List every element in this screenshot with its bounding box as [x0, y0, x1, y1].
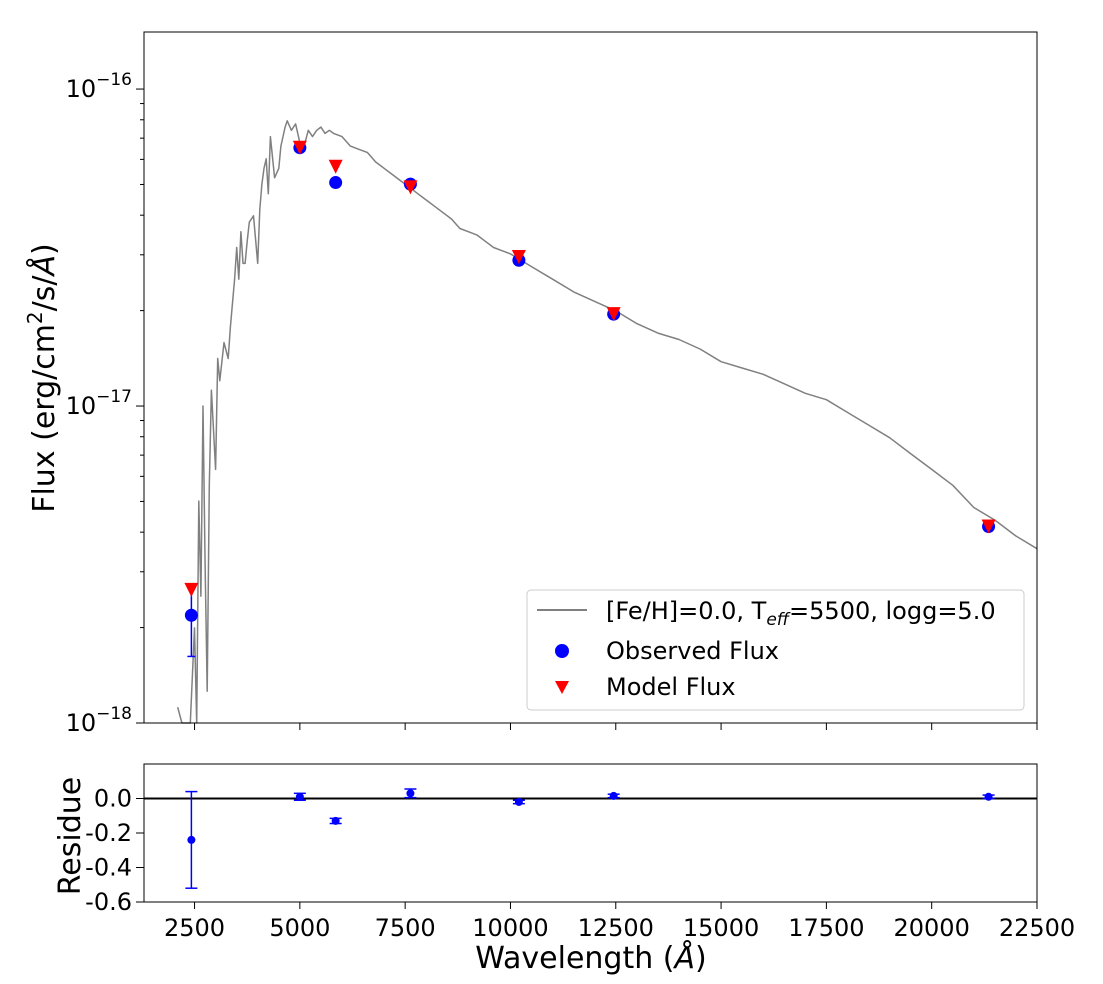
top-y-axis-title: Flux (erg/cm2/s/Å)	[23, 243, 62, 513]
top-ytick-base: 10	[66, 75, 97, 103]
bottom-xtick-label: 2500	[164, 914, 225, 942]
bottom-xtick-label: 15000	[683, 914, 759, 942]
bottom-xtick-label: 22500	[999, 914, 1075, 942]
residue-point	[514, 797, 523, 806]
model-flux-point	[328, 159, 343, 174]
legend-model-flux-label: Model Flux	[606, 673, 736, 701]
ylabel-sup: 2	[23, 311, 47, 324]
ylabel-pre: Flux (erg/cm	[27, 324, 62, 513]
bottom-xtick-label: 7500	[375, 914, 436, 942]
legend: [Fe/H]=0.0, Teff=5500, logg=5.0 Observed…	[526, 589, 1025, 711]
model-flux-point	[511, 250, 526, 265]
observed-errorbars	[187, 589, 196, 658]
model-flux-point	[292, 140, 307, 155]
bottom-ytick-label: 0.0	[94, 785, 132, 813]
top-ytick-exp: −17	[96, 387, 132, 407]
model-flux-points	[184, 140, 996, 597]
top-ytick-base: 10	[66, 392, 97, 420]
bottom-ytick-label: -0.2	[85, 819, 132, 847]
model-flux-point	[184, 582, 199, 597]
model-flux-point	[981, 519, 996, 534]
legend-model-label-pre: [Fe/H]=0.0, T	[606, 597, 767, 625]
x-axis-title: Wavelength (Å)	[475, 940, 706, 976]
bottom-ytick-label: -0.6	[85, 888, 132, 916]
top-ytick-label: 10−17	[66, 387, 132, 420]
xlabel-pre: Wavelength (	[475, 941, 674, 976]
legend-model-flux-swatch	[555, 681, 569, 694]
residue-point	[406, 789, 415, 798]
model-flux-point	[403, 180, 418, 195]
residue-point	[984, 792, 993, 801]
bottom-y-ticks: 0.0 -0.2 -0.4 -0.6	[85, 785, 144, 916]
ylabel-end: )	[27, 243, 62, 255]
ylabel-post: /s/	[27, 275, 62, 312]
bottom-xtick-label: 5000	[269, 914, 330, 942]
bottom-plot-frame	[143, 763, 1038, 903]
top-ytick-exp: −18	[96, 704, 132, 724]
bottom-y-axis-title: Residue	[53, 777, 88, 895]
bottom-xtick-label: 17500	[788, 914, 864, 942]
bottom-xtick-label: 10000	[472, 914, 548, 942]
legend-model-label: [Fe/H]=0.0, Teff=5500, logg=5.0	[606, 597, 996, 630]
xlabel-angstrom: Å	[672, 940, 695, 976]
legend-observed-label: Observed Flux	[606, 637, 779, 665]
xlabel-post: )	[695, 941, 707, 976]
top-ytick-label: 10−16	[66, 70, 132, 103]
model-flux-point	[606, 307, 621, 322]
legend-box	[526, 589, 1025, 711]
top-ytick-exp: −16	[96, 70, 132, 90]
bottom-panel: 0.0 -0.2 -0.4 -0.6 2500 5000 7500 10000 12500 15…	[53, 763, 1075, 976]
ylabel-angstrom: Å	[26, 255, 62, 278]
legend-model-label-post: =5500, logg=5.0	[789, 597, 996, 625]
top-x-ticks	[194, 723, 1038, 730]
top-plot-frame	[143, 31, 1038, 724]
residue-point	[295, 792, 304, 801]
model-spectrum-line	[176, 120, 1038, 724]
legend-observed-swatch	[555, 644, 569, 658]
bottom-ytick-label: -0.4	[85, 854, 132, 882]
bottom-plot-area	[144, 764, 1037, 902]
legend-model-label-sub: eff	[766, 610, 790, 630]
bottom-xtick-label: 12500	[578, 914, 654, 942]
bottom-x-ticks: 2500 5000 7500 10000 12500 15000 17500 20000 225…	[164, 902, 1075, 942]
residue-point	[187, 835, 196, 844]
residue-point	[331, 816, 340, 825]
top-ytick-label: 10−18	[66, 704, 132, 737]
bottom-xtick-label: 20000	[894, 914, 970, 942]
top-minor-ticks	[140, 103, 144, 629]
residue-points	[187, 789, 993, 844]
observed-flux-point	[184, 608, 198, 622]
observed-flux-point	[329, 176, 343, 190]
residue-point	[609, 791, 618, 800]
top-ytick-base: 10	[66, 709, 97, 737]
